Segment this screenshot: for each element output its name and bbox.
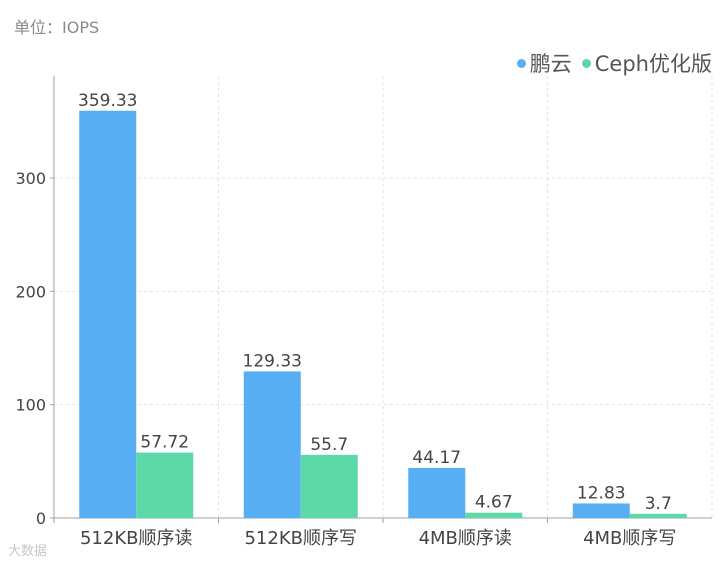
x-tick-label-2: 4MB顺序读 [419, 528, 512, 549]
bar-0-series-1 [136, 452, 194, 518]
data-label-2-series-0: 44.17 [412, 448, 461, 468]
data-label-2-series-1: 4.67 [475, 493, 513, 513]
legend-marker-series-1 [581, 58, 591, 68]
bar-3-series-1 [629, 513, 687, 518]
data-label-0-series-0: 359.33 [78, 91, 137, 111]
x-tick-label-1: 512KB顺序写 [244, 528, 357, 549]
legend-label-series-0: 鹏云 [529, 52, 572, 76]
y-tick-label-2: 200 [15, 282, 46, 301]
bar-2-series-0 [408, 467, 466, 518]
data-label-3-series-1: 3.7 [645, 494, 672, 514]
x-tick-label-0: 512KB顺序读 [80, 528, 193, 549]
data-label-1-series-0: 129.33 [243, 351, 302, 371]
bar-1-series-1 [300, 454, 358, 518]
data-label-1-series-1: 55.7 [310, 435, 348, 455]
bar-2-series-1 [465, 512, 523, 518]
data-label-3-series-0: 12.83 [577, 483, 626, 503]
watermark: 大数据 [8, 544, 48, 559]
y-tick-label-1: 100 [15, 396, 46, 415]
unit-label: 单位：IOPS [14, 18, 100, 37]
bar-1-series-0 [243, 371, 301, 518]
chart-legend: 鹏云 Ceph优化版 [516, 48, 712, 78]
y-tick-label-0: 0 [36, 509, 46, 528]
bar-3-series-0 [572, 503, 630, 518]
x-tick-label-3: 4MB顺序写 [583, 528, 676, 549]
legend-label-series-1: Ceph优化版 [594, 52, 712, 76]
y-tick-label-3: 300 [15, 169, 46, 188]
legend-marker-series-0 [516, 58, 526, 68]
bar-0-series-0 [79, 110, 137, 518]
legend-item-series-0: 鹏云 [516, 48, 572, 78]
data-label-0-series-1: 57.72 [140, 433, 189, 453]
legend-item-series-1: Ceph优化版 [581, 48, 712, 78]
